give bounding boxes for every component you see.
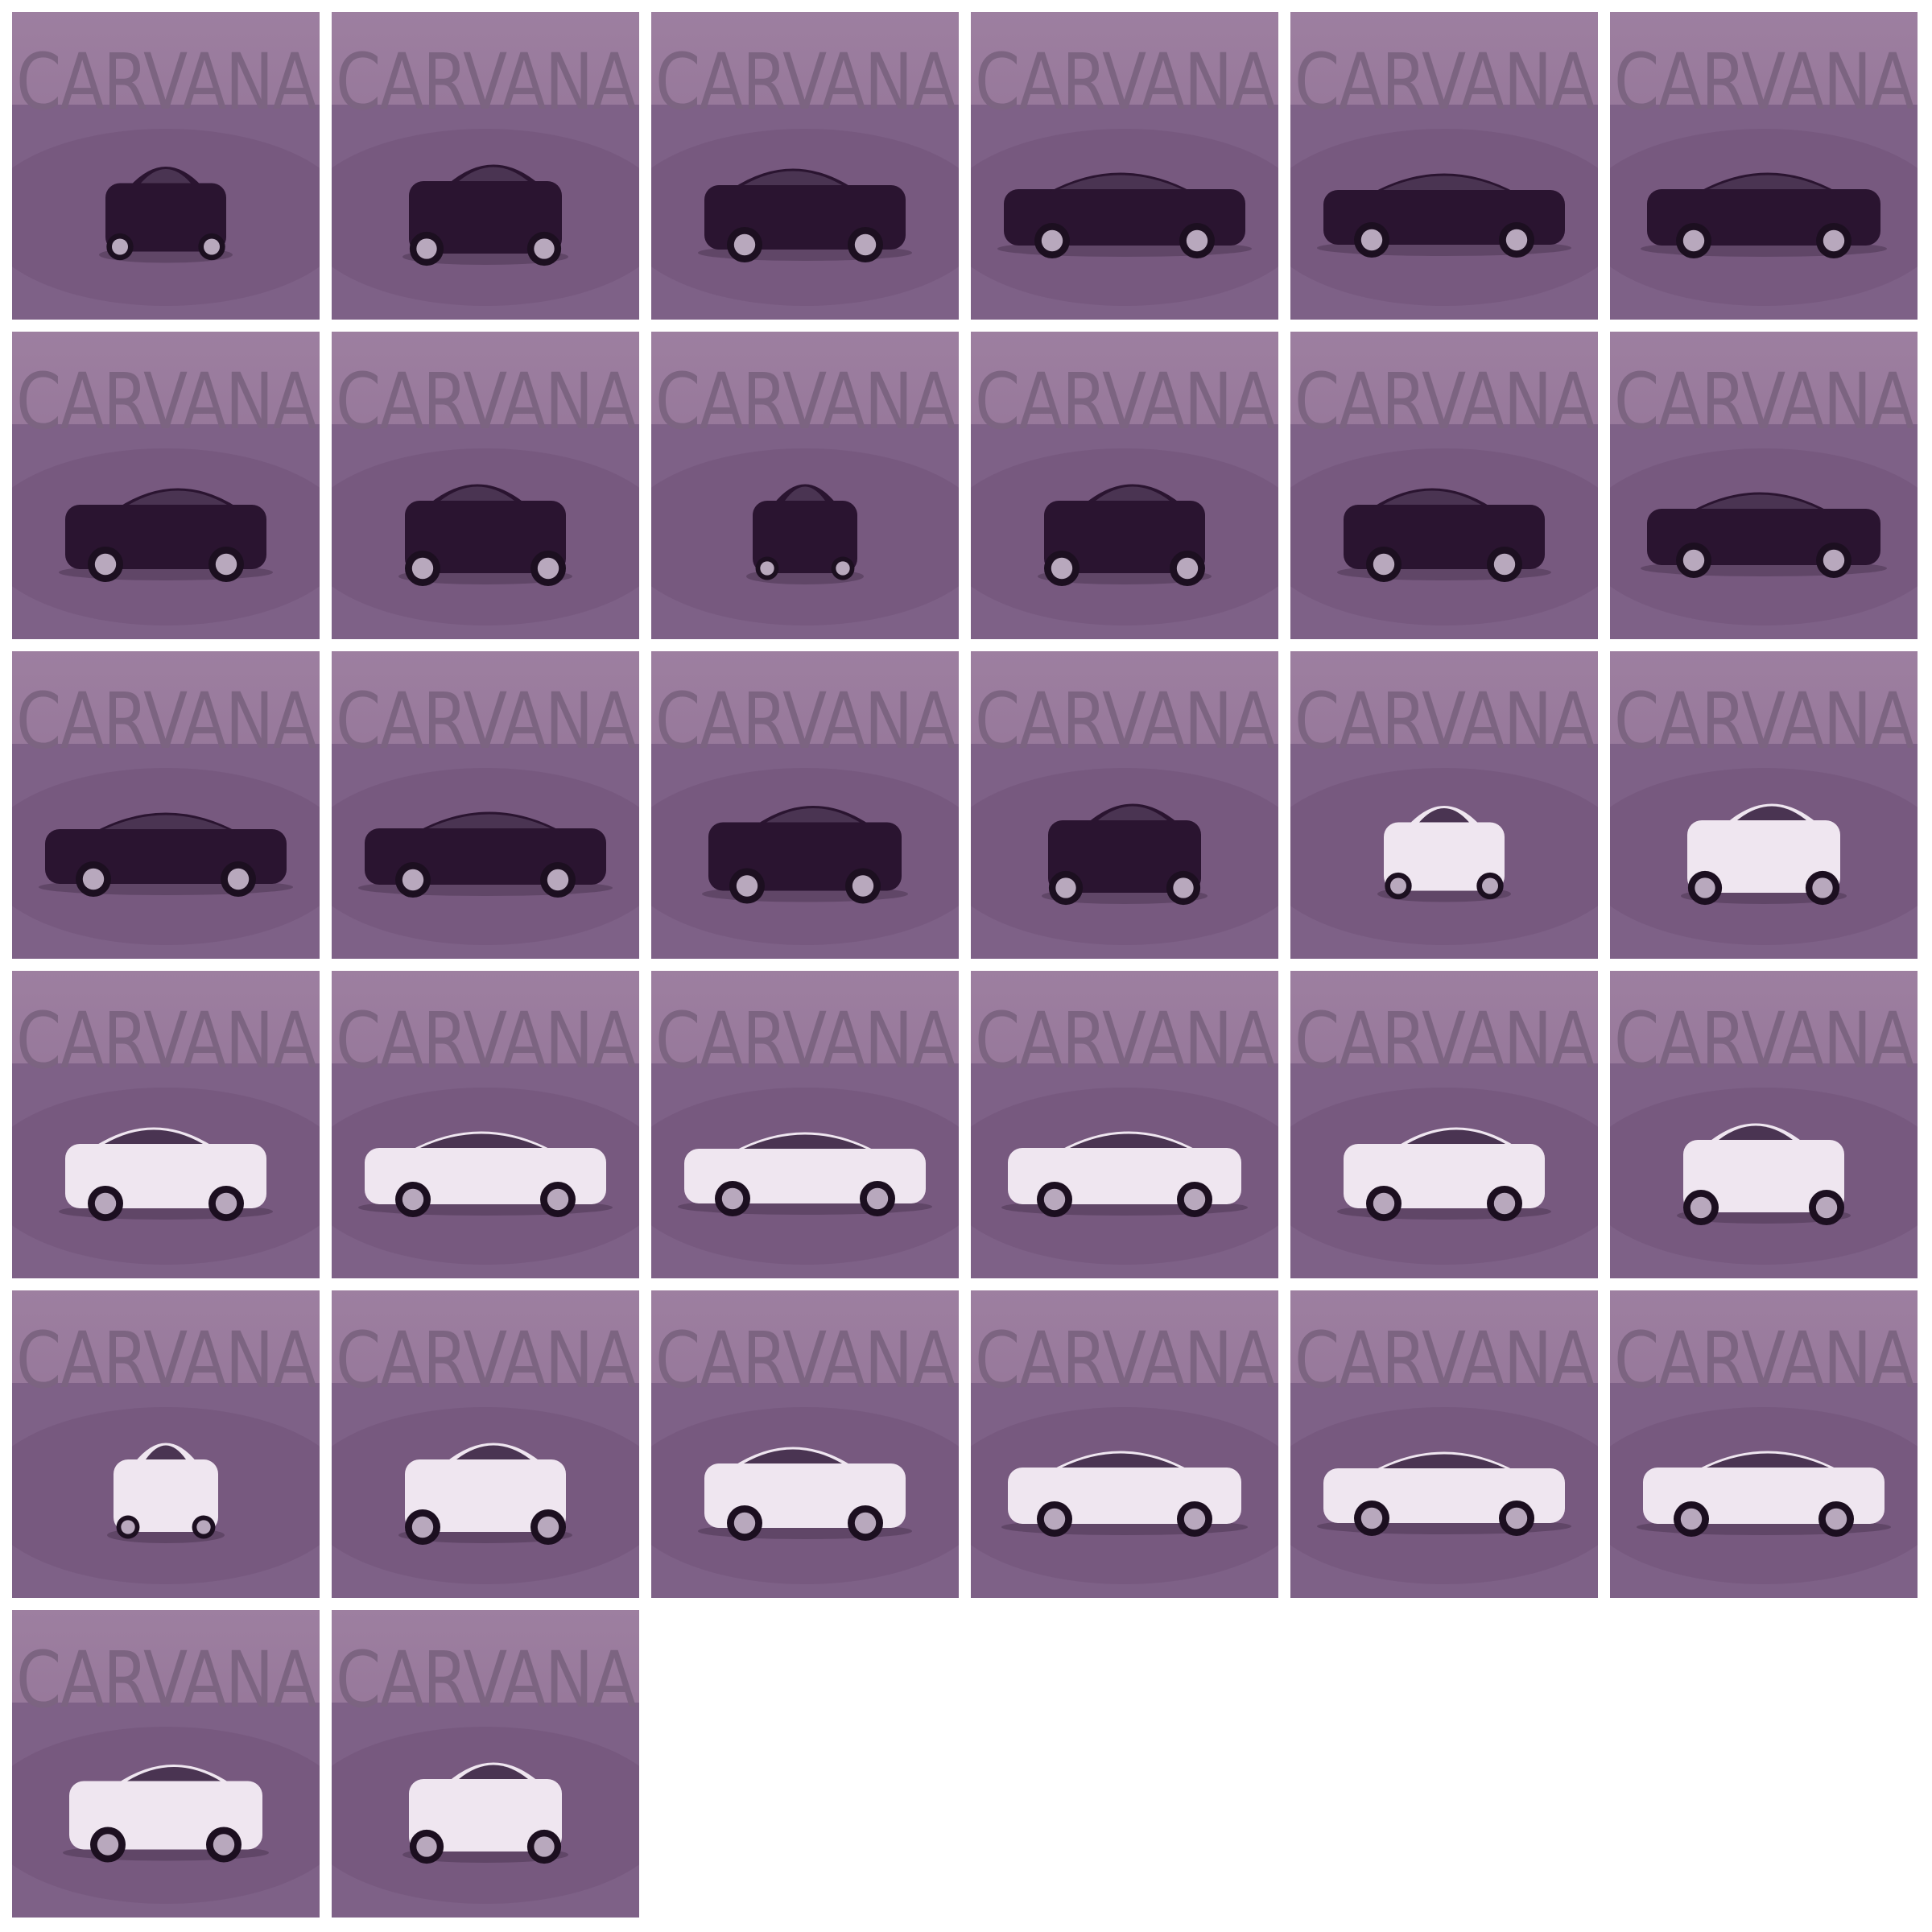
car-photo-tile: CARVANA	[971, 12, 1278, 320]
car-photo-tile: CARVANA	[1610, 12, 1918, 320]
car-photo-tile: CARVANA	[1610, 971, 1918, 1278]
car-photo: CARVANA	[12, 1290, 320, 1598]
car-photo-tile: CARVANA	[12, 971, 320, 1278]
car-photo-tile: CARVANA	[12, 651, 320, 959]
car-photo: CARVANA	[651, 1290, 959, 1598]
carvana-logo-text: CARVANA	[655, 1315, 956, 1406]
car-photo-tile: CARVANA	[1610, 1290, 1918, 1598]
carvana-logo-text: CARVANA	[336, 676, 636, 766]
carvana-logo-text: CARVANA	[16, 1315, 316, 1406]
car-photo: CARVANA	[332, 12, 639, 320]
car-photo: CARVANA	[12, 332, 320, 639]
car-photo-tile: CARVANA	[12, 1290, 320, 1598]
car-photo: CARVANA	[1610, 1290, 1918, 1598]
car-photo: CARVANA	[651, 971, 959, 1278]
car-photo: CARVANA	[332, 1290, 639, 1598]
car-photo: CARVANA	[12, 12, 320, 320]
car-photo-tile: CARVANA	[651, 1290, 959, 1598]
carvana-logo-text: CARVANA	[1614, 37, 1914, 127]
car-photo-tile: CARVANA	[332, 1610, 639, 1918]
carvana-logo-text: CARVANA	[1614, 676, 1914, 766]
car-photo-tile: CARVANA	[332, 332, 639, 639]
carvana-logo-text: CARVANA	[1294, 37, 1595, 127]
carvana-logo-text: CARVANA	[975, 357, 1275, 447]
car-photo: CARVANA	[1290, 12, 1598, 320]
car-photo: CARVANA	[1610, 651, 1918, 959]
car-photo-tile: CARVANA	[971, 651, 1278, 959]
car-photo: CARVANA	[1610, 12, 1918, 320]
car-photo: CARVANA	[332, 1610, 639, 1918]
car-photo: CARVANA	[12, 1610, 320, 1918]
carvana-logo-text: CARVANA	[1614, 1315, 1914, 1406]
car-photo-tile: CARVANA	[1290, 651, 1598, 959]
carvana-logo-text: CARVANA	[655, 37, 956, 127]
car-photo: CARVANA	[1610, 332, 1918, 639]
car-photo: CARVANA	[332, 332, 639, 639]
carvana-logo-text: CARVANA	[975, 676, 1275, 766]
car-photo-tile: CARVANA	[12, 332, 320, 639]
car-photo-tile: CARVANA	[1610, 651, 1918, 959]
car-photo-tile: CARVANA	[651, 971, 959, 1278]
car-photo: CARVANA	[1290, 651, 1598, 959]
car-photo: CARVANA	[1290, 332, 1598, 639]
car-photo-tile: CARVANA	[651, 332, 959, 639]
car-photo-tile: CARVANA	[332, 1290, 639, 1598]
carvana-logo-text: CARVANA	[16, 357, 316, 447]
carvana-logo-text: CARVANA	[1294, 357, 1595, 447]
car-photo-tile: CARVANA	[1290, 332, 1598, 639]
car-photo: CARVANA	[332, 971, 639, 1278]
carvana-logo-text: CARVANA	[1294, 996, 1595, 1086]
car-photo: CARVANA	[971, 651, 1278, 959]
car-photo-tile: CARVANA	[651, 651, 959, 959]
carvana-logo-text: CARVANA	[336, 1315, 636, 1406]
car-photo: CARVANA	[1290, 1290, 1598, 1598]
car-photo: CARVANA	[971, 12, 1278, 320]
carvana-logo-text: CARVANA	[655, 357, 956, 447]
car-photo: CARVANA	[651, 12, 959, 320]
car-photo-tile: CARVANA	[971, 1290, 1278, 1598]
image-grid: CARVANA CARVANA CARVANA CARVANA CARVANA CARVA…	[12, 12, 1918, 1918]
carvana-logo-text: CARVANA	[16, 996, 316, 1086]
carvana-logo-text: CARVANA	[975, 1315, 1275, 1406]
car-photo: CARVANA	[971, 332, 1278, 639]
car-photo: CARVANA	[1610, 971, 1918, 1278]
car-photo: CARVANA	[651, 332, 959, 639]
carvana-logo-text: CARVANA	[655, 996, 956, 1086]
car-photo: CARVANA	[971, 971, 1278, 1278]
carvana-logo-text: CARVANA	[336, 996, 636, 1086]
car-photo-tile: CARVANA	[1290, 971, 1598, 1278]
car-photo-tile: CARVANA	[332, 651, 639, 959]
carvana-logo-text: CARVANA	[336, 357, 636, 447]
car-photo: CARVANA	[12, 651, 320, 959]
carvana-logo-text: CARVANA	[336, 1635, 636, 1725]
car-photo: CARVANA	[971, 1290, 1278, 1598]
car-photo-tile: CARVANA	[971, 332, 1278, 639]
carvana-logo-text: CARVANA	[655, 676, 956, 766]
car-photo-tile: CARVANA	[12, 12, 320, 320]
carvana-logo-text: CARVANA	[975, 996, 1275, 1086]
carvana-logo-text: CARVANA	[1614, 996, 1914, 1086]
car-photo-tile: CARVANA	[1610, 332, 1918, 639]
car-photo: CARVANA	[651, 651, 959, 959]
car-photo-tile: CARVANA	[1290, 1290, 1598, 1598]
carvana-logo-text: CARVANA	[1614, 357, 1914, 447]
car-photo-tile: CARVANA	[971, 971, 1278, 1278]
car-photo-tile: CARVANA	[651, 12, 959, 320]
carvana-logo-text: CARVANA	[16, 676, 316, 766]
car-photo: CARVANA	[1290, 971, 1598, 1278]
carvana-logo-text: CARVANA	[975, 37, 1275, 127]
car-photo-tile: CARVANA	[1290, 12, 1598, 320]
car-photo-tile: CARVANA	[332, 971, 639, 1278]
carvana-logo-text: CARVANA	[16, 37, 316, 127]
car-photo-tile: CARVANA	[12, 1610, 320, 1918]
carvana-logo-text: CARVANA	[1294, 1315, 1595, 1406]
carvana-logo-text: CARVANA	[16, 1635, 316, 1725]
carvana-logo-text: CARVANA	[336, 37, 636, 127]
car-photo-tile: CARVANA	[332, 12, 639, 320]
car-photo: CARVANA	[332, 651, 639, 959]
carvana-logo-text: CARVANA	[1294, 676, 1595, 766]
car-photo: CARVANA	[12, 971, 320, 1278]
